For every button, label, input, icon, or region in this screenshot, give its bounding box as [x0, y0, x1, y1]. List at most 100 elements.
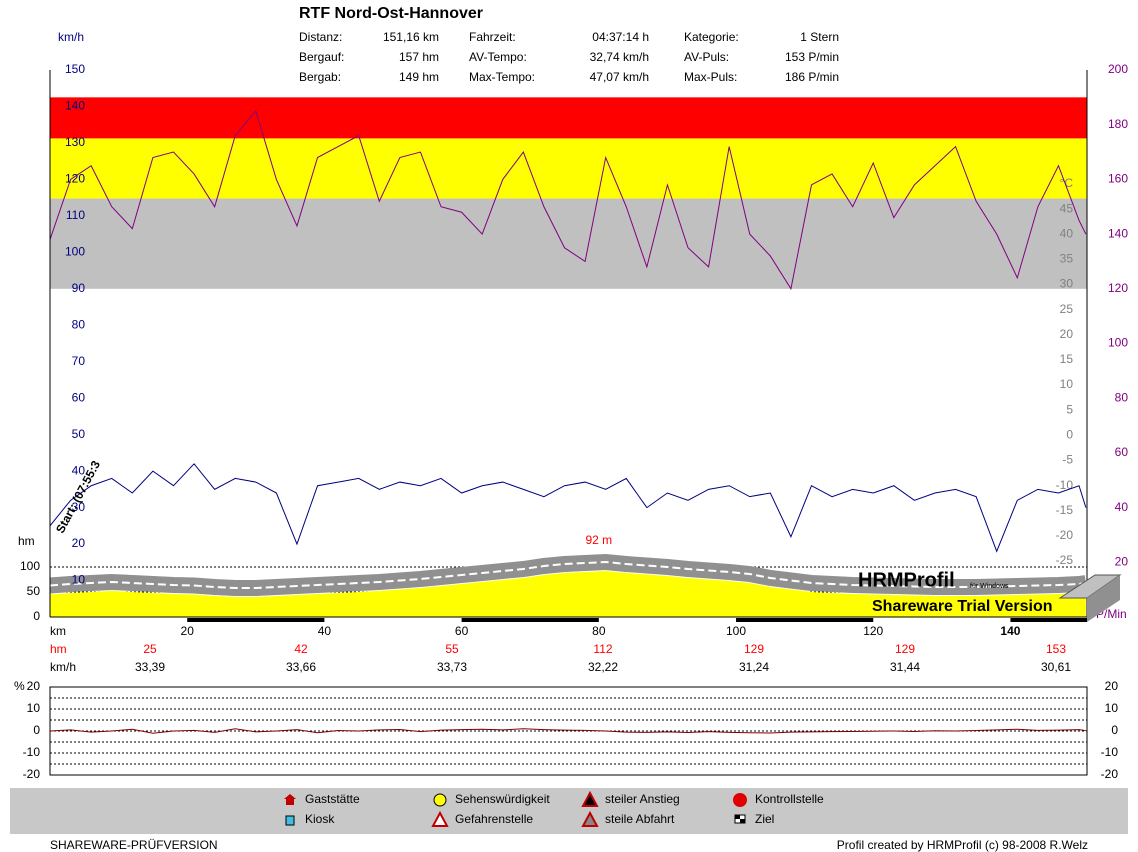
temp-tick-label: -20	[1056, 528, 1074, 542]
stat-label: AV-Puls:	[684, 50, 729, 64]
y-tick-label: 60	[72, 390, 86, 404]
y-tick-label: 80	[72, 317, 86, 331]
y-tick-label: 10	[27, 701, 41, 715]
legend-label: Gefahrenstelle	[455, 812, 533, 826]
temp-tick-label: 0	[1066, 428, 1073, 442]
stat-value: 04:37:14 h	[592, 30, 649, 44]
title: RTF Nord-Ost-Hannover	[299, 5, 483, 22]
x-tick-label: 60	[455, 624, 469, 638]
y-tick-label: 50	[72, 427, 86, 441]
hm-tick-label: 50	[27, 584, 41, 598]
x-segment-bar	[736, 618, 874, 622]
logo-title: HRMProfil	[858, 569, 955, 591]
series-line	[49, 463, 1087, 553]
altitude-shade-line	[49, 560, 1087, 589]
temp-tick-label: 35	[1060, 252, 1074, 266]
x-tick-label: 140	[1000, 624, 1020, 638]
segment-kmh: 33,39	[135, 660, 165, 674]
legend-icon	[581, 810, 599, 827]
temp-tick-label: 20	[1060, 327, 1074, 341]
legend-label: Ziel	[755, 812, 774, 826]
segment-hm: 25	[143, 642, 157, 656]
pulse-zone	[50, 97, 1087, 139]
legend-icon	[733, 793, 747, 807]
temp-tick-label: 25	[1060, 302, 1074, 316]
segment-kmh: 33,73	[437, 660, 467, 674]
temp-tick-label: -15	[1056, 503, 1074, 517]
y-tick-label: 150	[65, 62, 85, 76]
segment-hm: 112	[593, 642, 612, 656]
temp-axis-label: °C	[1060, 176, 1074, 190]
temp-tick-label: 10	[1060, 377, 1074, 391]
logo-sub: für Windows	[970, 583, 1009, 590]
legend-label: Gaststätte	[305, 792, 360, 806]
x-tick-label: 100	[726, 624, 746, 638]
legend-label: Kiosk	[305, 812, 335, 826]
gradient-axis-label: %	[14, 679, 25, 693]
gradient-line	[49, 728, 1086, 734]
icon-part	[581, 790, 599, 807]
stat-label: Bergauf:	[299, 50, 344, 64]
x-tick-label: 20	[181, 624, 195, 638]
stat-value: 32,74 km/h	[590, 50, 649, 64]
legend-icon	[284, 794, 296, 805]
legend-icon	[285, 815, 295, 826]
y-tick-label: -20	[23, 767, 41, 781]
segment-hm: 42	[294, 642, 308, 656]
temp-tick-label: -10	[1056, 478, 1074, 492]
peak-annotation: 92 m	[585, 533, 612, 547]
y2-tick-label: 60	[1115, 445, 1129, 459]
footer-right: Profil created by HRMProfil (c) 98-2008 …	[837, 838, 1088, 852]
segment-kmh: 32,22	[588, 660, 618, 674]
icon-part	[581, 810, 599, 827]
temp-tick-label: -25	[1056, 553, 1074, 567]
y2-tick-label: 80	[1115, 390, 1129, 404]
y-tick-label-right: 20	[1105, 679, 1119, 693]
legend-label: steiler Anstieg	[605, 792, 680, 806]
icon-part	[733, 793, 747, 807]
icon-part	[284, 794, 296, 799]
stat-value: 1 Stern	[800, 30, 839, 44]
y-tick-label: 120	[65, 172, 85, 186]
segment-kmh: 31,24	[739, 660, 769, 674]
temp-tick-label: -5	[1062, 453, 1073, 467]
y-tick-label: 70	[72, 354, 86, 368]
legend-box	[10, 788, 1128, 834]
stat-label: Kategorie:	[684, 30, 739, 44]
stat-value: 153 P/min	[785, 50, 839, 64]
footer-left: SHAREWARE-PRÜFVERSION	[50, 838, 218, 852]
hm-axis-label: hm	[18, 534, 35, 548]
segment-kmh: 33,66	[286, 660, 316, 674]
pulse-zone	[50, 198, 1087, 289]
icon-part	[433, 793, 447, 807]
hm-tick-label: 0	[33, 609, 40, 623]
temp-tick-label: 15	[1060, 352, 1074, 366]
segment-hm: 129	[895, 642, 915, 656]
stat-label: Max-Tempo:	[469, 70, 535, 84]
y-tick-label: -10	[23, 745, 41, 759]
legend-icon	[433, 793, 447, 807]
y-tick-label: 140	[65, 99, 85, 113]
segment-kmh-label: km/h	[50, 660, 76, 674]
stat-value: 151,16 km	[383, 30, 439, 44]
icon-part	[740, 819, 745, 823]
stat-label: Distanz:	[299, 30, 342, 44]
temp-tick-label: 30	[1060, 277, 1074, 291]
series-line	[49, 109, 1087, 291]
y-tick-label: 0	[33, 723, 40, 737]
y2-tick-label: 20	[1115, 554, 1129, 568]
y2-tick-label: 100	[1108, 336, 1128, 350]
segment-hm: 55	[445, 642, 459, 656]
y-tick-label-right: -10	[1101, 745, 1119, 759]
segment-kmh: 31,44	[890, 660, 920, 674]
y-tick-label-right: 10	[1105, 701, 1119, 715]
icon-part	[735, 815, 740, 819]
y-tick-label: 130	[65, 135, 85, 149]
y-tick-label-right: -20	[1101, 767, 1119, 781]
y2-tick-label: 160	[1108, 172, 1128, 186]
y2-tick-label: 140	[1108, 226, 1128, 240]
icon-part	[431, 810, 449, 827]
x-tick-label: 40	[318, 624, 332, 638]
legend-label: Kontrollstelle	[755, 792, 824, 806]
x-segment-bar	[461, 618, 599, 622]
